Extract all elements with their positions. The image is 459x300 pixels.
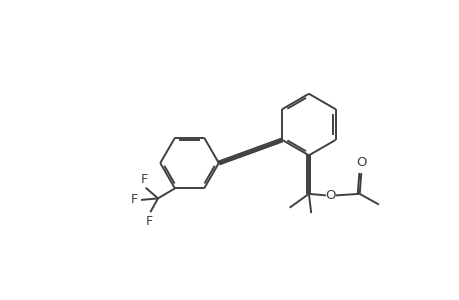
Text: F: F — [130, 194, 138, 206]
Text: F: F — [140, 173, 147, 186]
Text: O: O — [355, 156, 366, 169]
Text: O: O — [325, 189, 335, 202]
Text: F: F — [146, 215, 153, 228]
